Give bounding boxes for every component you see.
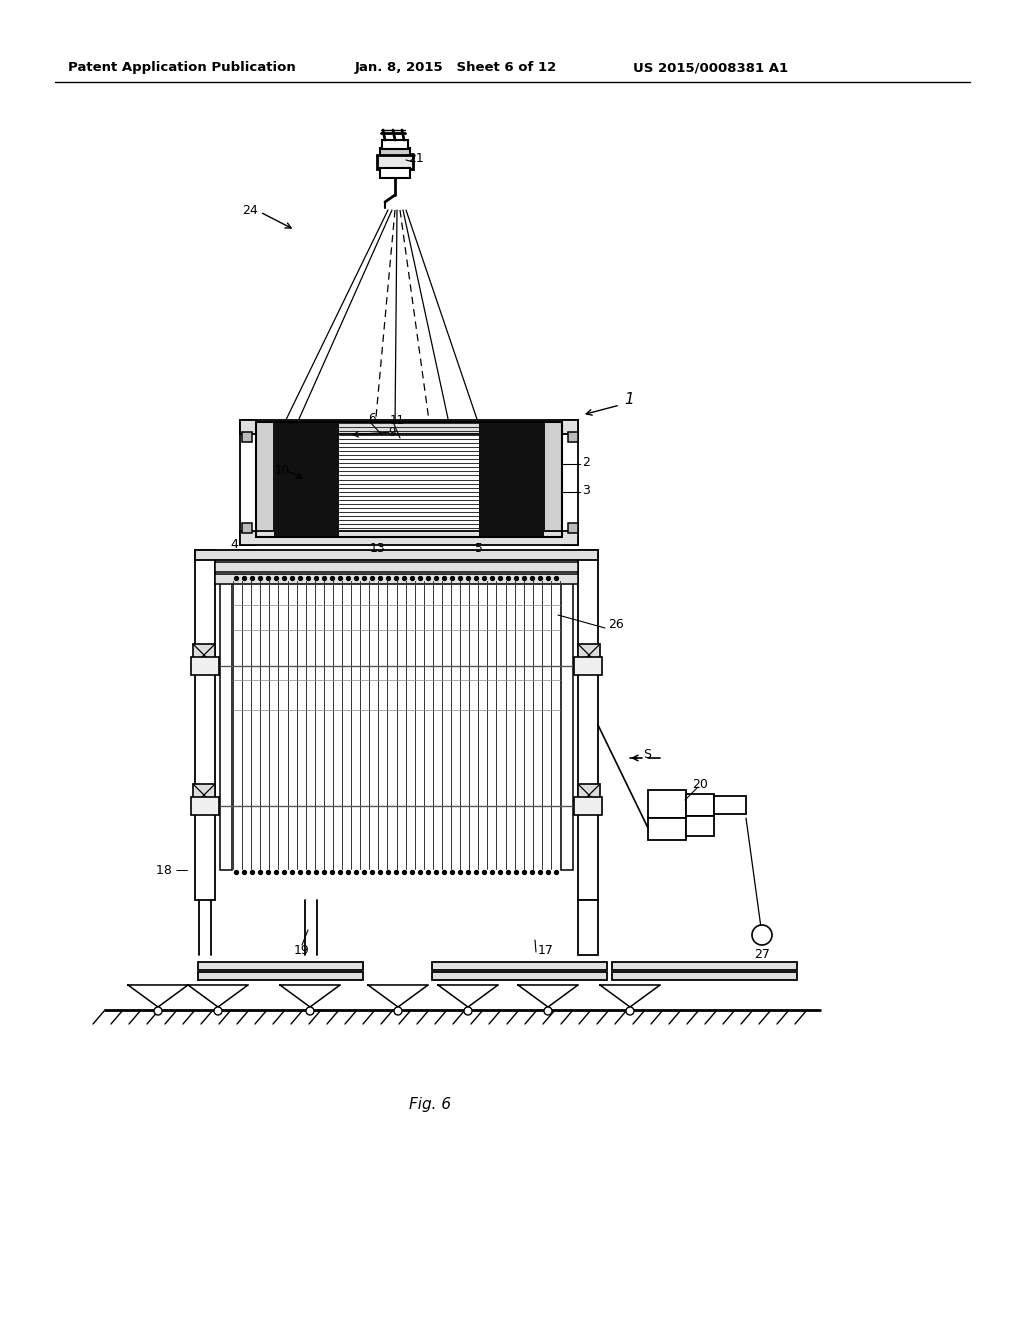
Polygon shape xyxy=(438,985,498,1007)
Polygon shape xyxy=(188,985,248,1007)
Bar xyxy=(568,523,578,533)
Bar xyxy=(193,644,215,667)
Text: 17: 17 xyxy=(538,944,554,957)
Bar xyxy=(432,972,607,979)
Polygon shape xyxy=(280,985,340,1007)
Bar xyxy=(274,422,339,537)
Bar xyxy=(380,148,410,156)
Bar xyxy=(198,972,362,979)
Bar xyxy=(686,816,714,836)
Bar xyxy=(240,420,578,434)
Text: 9: 9 xyxy=(388,425,395,438)
Text: 3: 3 xyxy=(582,483,590,496)
Text: 1: 1 xyxy=(624,392,634,408)
Text: Patent Application Publication: Patent Application Publication xyxy=(68,62,296,74)
Bar xyxy=(377,154,413,169)
Bar xyxy=(382,140,408,149)
Bar xyxy=(479,422,544,537)
Bar xyxy=(578,644,600,667)
Polygon shape xyxy=(128,985,188,1007)
Text: US 2015/0008381 A1: US 2015/0008381 A1 xyxy=(633,62,788,74)
Bar xyxy=(561,579,573,870)
Bar xyxy=(648,818,686,840)
Bar xyxy=(215,574,578,583)
Bar xyxy=(256,422,562,537)
Bar xyxy=(612,972,797,979)
Circle shape xyxy=(626,1007,634,1015)
Polygon shape xyxy=(518,985,578,1007)
Bar xyxy=(578,550,598,900)
Text: 24: 24 xyxy=(243,203,258,216)
Text: 19: 19 xyxy=(294,944,310,957)
Bar xyxy=(191,657,219,675)
Bar xyxy=(574,657,602,675)
Polygon shape xyxy=(368,985,428,1007)
Bar xyxy=(578,900,598,954)
Text: 11: 11 xyxy=(390,413,406,426)
Bar xyxy=(648,789,686,818)
Text: 2: 2 xyxy=(582,455,590,469)
Bar xyxy=(220,579,232,870)
Bar xyxy=(191,797,219,814)
Text: 13: 13 xyxy=(370,541,386,554)
Bar xyxy=(198,962,362,970)
Bar xyxy=(215,562,578,572)
Bar xyxy=(242,432,252,442)
Circle shape xyxy=(394,1007,402,1015)
Text: 21: 21 xyxy=(408,152,424,165)
Text: S: S xyxy=(643,748,651,762)
Bar xyxy=(562,420,578,545)
Bar xyxy=(195,550,215,900)
Text: 10: 10 xyxy=(275,463,290,477)
Bar xyxy=(195,550,598,560)
Text: Fig. 6: Fig. 6 xyxy=(409,1097,451,1113)
Text: 20: 20 xyxy=(692,779,708,792)
Bar xyxy=(380,168,410,178)
Bar xyxy=(240,531,578,545)
Bar xyxy=(256,422,274,537)
Circle shape xyxy=(752,925,772,945)
Bar xyxy=(432,962,607,970)
Text: 27: 27 xyxy=(754,949,770,961)
Text: 18 —: 18 — xyxy=(156,863,188,876)
Bar xyxy=(578,784,600,807)
Bar xyxy=(686,795,714,816)
Bar xyxy=(544,422,562,537)
Circle shape xyxy=(544,1007,552,1015)
Bar xyxy=(714,796,746,814)
Bar xyxy=(242,523,252,533)
Circle shape xyxy=(214,1007,222,1015)
Text: 6: 6 xyxy=(368,412,376,425)
Circle shape xyxy=(464,1007,472,1015)
Text: 5: 5 xyxy=(475,541,483,554)
Bar xyxy=(612,962,797,970)
Bar xyxy=(240,420,256,545)
Text: 26: 26 xyxy=(608,619,624,631)
Text: Jan. 8, 2015   Sheet 6 of 12: Jan. 8, 2015 Sheet 6 of 12 xyxy=(355,62,557,74)
Text: 4: 4 xyxy=(230,539,238,552)
Circle shape xyxy=(154,1007,162,1015)
Bar xyxy=(574,797,602,814)
Polygon shape xyxy=(600,985,660,1007)
Circle shape xyxy=(306,1007,314,1015)
Bar xyxy=(193,784,215,807)
Bar xyxy=(568,432,578,442)
